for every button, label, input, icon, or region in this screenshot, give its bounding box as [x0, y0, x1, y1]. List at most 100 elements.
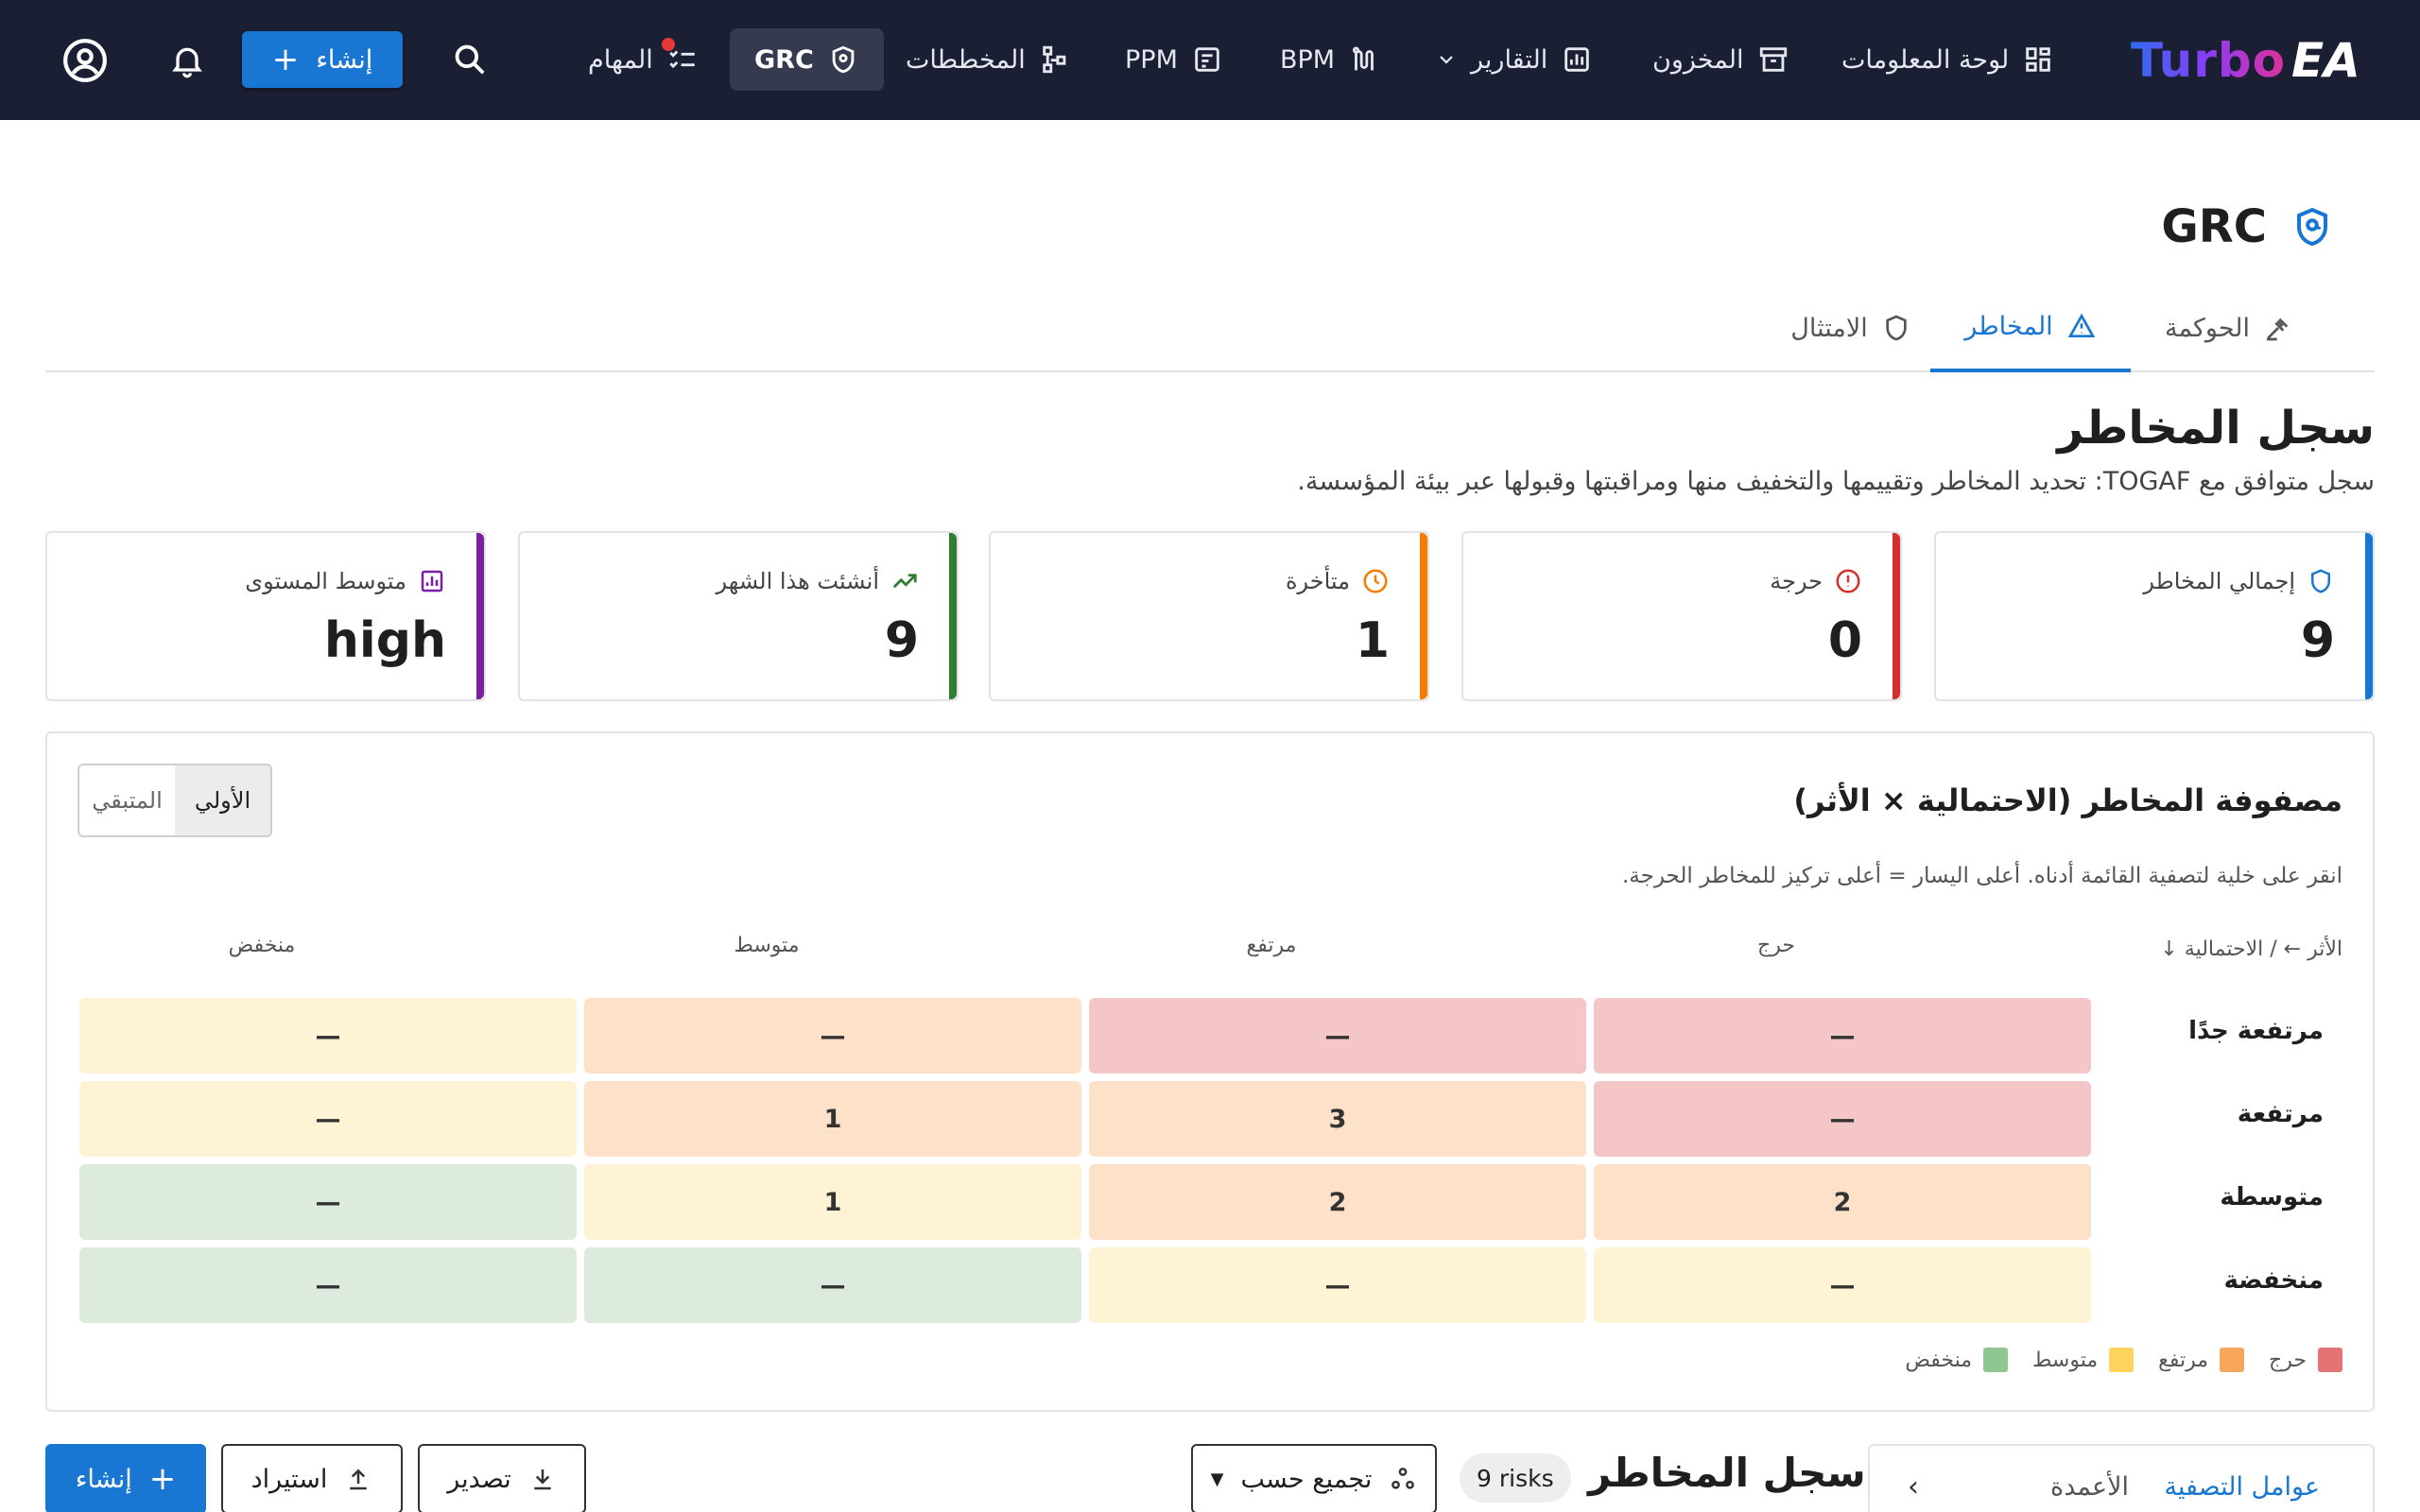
kpi-value: high: [323, 612, 446, 669]
matrix-cell[interactable]: 2: [1089, 1164, 1586, 1240]
kpi-accent-bar: [2365, 533, 2373, 699]
initial-residual-toggle: المتبقي الأولي: [78, 764, 272, 837]
nav-inventory[interactable]: المخزون: [1652, 28, 1789, 91]
group-by-button[interactable]: ▼ تجميع حسب: [1191, 1444, 1437, 1512]
nav-diagrams[interactable]: المخططات: [906, 28, 1071, 91]
matrix-cell[interactable]: —: [584, 998, 1081, 1074]
nav-grc-label: GRC: [754, 44, 814, 75]
create-button-top[interactable]: + إنشاء: [242, 31, 403, 88]
tab-risks[interactable]: المخاطر: [1930, 284, 2131, 372]
legend-label: منخفض: [1905, 1348, 1973, 1372]
register-title: سجل المخاطر: [1588, 1450, 1866, 1496]
legend-label: مرتفع: [2158, 1348, 2209, 1372]
dropdown-arrow-icon: ▼: [1210, 1469, 1224, 1489]
kpi-label: متأخرة: [1286, 567, 1390, 595]
search-icon[interactable]: [448, 38, 492, 81]
nav-bpm[interactable]: BPM: [1280, 28, 1380, 91]
matrix-axis-label: الأثر ← / الاحتمالية ↓: [2160, 937, 2342, 961]
matrix-title: مصفوفة المخاطر (الاحتمالية × الأثر): [1793, 782, 2342, 818]
create-risk-button[interactable]: إنشاء +: [45, 1444, 206, 1512]
tab-governance[interactable]: الحوكمة: [2125, 284, 2333, 372]
matrix-cell[interactable]: —: [1089, 1247, 1586, 1323]
nav-tasks-label: المهام: [588, 44, 653, 75]
columns-link[interactable]: الأعمدة: [2050, 1472, 2129, 1502]
upload-icon: [350, 1469, 368, 1490]
trending-up-icon: [892, 574, 917, 589]
kpi-value: 9: [884, 612, 919, 669]
account-icon[interactable]: [59, 34, 112, 87]
filters-panel: عوامل التصفية الأعمدة ‹: [1868, 1444, 2375, 1512]
section-subtitle: سجل متوافق مع TOGAF: تحديد المخاطر وتقيي…: [1297, 467, 2375, 496]
kpi-label: متوسط المستوى: [245, 567, 446, 595]
export-button[interactable]: تصدير: [418, 1444, 586, 1512]
logo-turbo-text: Turbo: [2131, 33, 2287, 88]
checklist-icon: [668, 50, 695, 69]
filters-link[interactable]: عوامل التصفية: [2164, 1472, 2320, 1502]
matrix-cell[interactable]: —: [79, 1247, 577, 1323]
kpi-value: 9: [2300, 612, 2335, 669]
kpi-accent-bar: [1420, 533, 1427, 699]
kpi-accent-bar: [476, 533, 484, 699]
matrix-hint: انقر على خلية لتصفية القائمة أدناه. أعلى…: [1621, 864, 2342, 888]
import-label: استيراد: [251, 1464, 328, 1494]
matrix-cell[interactable]: —: [79, 1081, 577, 1157]
kpi-accent-bar: [1893, 533, 1900, 699]
kpi-label-text: متوسط المستوى: [245, 568, 406, 594]
warning-triangle-icon: [2067, 313, 2095, 337]
calendar-board-icon: [1195, 47, 1219, 72]
plus-icon: +: [271, 41, 300, 78]
tab-compliance[interactable]: الامتثال: [1766, 284, 1936, 372]
nav-ppm[interactable]: PPM: [1125, 28, 1223, 91]
turbo-ea-logo[interactable]: Turbo EA: [2131, 33, 2360, 88]
top-navigation-bar: + إنشاء المهام GRC المخططات PPM BPM التق…: [0, 0, 2420, 120]
risk-count-badge: 9 risks: [1460, 1453, 1571, 1503]
nav-grc[interactable]: GRC: [730, 28, 884, 91]
matrix-cell[interactable]: —: [584, 1247, 1081, 1323]
archive-icon: [1759, 47, 1787, 72]
toggle-initial[interactable]: الأولي: [175, 765, 270, 835]
matrix-row-label: مرتفعة: [2237, 1100, 2324, 1128]
kpi-created-this-month: أنشئت هذا الشهر 9: [518, 531, 959, 701]
import-button[interactable]: استيراد: [221, 1444, 403, 1512]
kpi-label: أنشئت هذا الشهر: [717, 567, 919, 595]
gavel-icon: [2267, 318, 2289, 341]
matrix-column-header: متوسط: [734, 934, 800, 957]
legend-item: منخفض: [1905, 1348, 2009, 1372]
legend-item: متوسط: [2032, 1348, 2135, 1372]
matrix-cell[interactable]: —: [1594, 998, 2091, 1074]
nav-bpm-label: BPM: [1280, 44, 1336, 75]
bar-chart-icon: [1564, 47, 1589, 72]
shield-icon: [832, 45, 855, 74]
matrix-cell[interactable]: —: [1594, 1247, 2091, 1323]
matrix-cell[interactable]: 1: [584, 1164, 1081, 1240]
chevron-left-icon[interactable]: ‹: [1908, 1470, 1919, 1503]
nav-dashboard[interactable]: لوحة المعلومات: [1841, 28, 2054, 91]
toggle-residual[interactable]: المتبقي: [92, 787, 163, 814]
plus-icon: +: [148, 1460, 177, 1498]
matrix-cell[interactable]: 1: [584, 1081, 1081, 1157]
process-flow-icon: [1353, 46, 1374, 71]
kpi-label-text: متأخرة: [1285, 568, 1350, 594]
matrix-cell[interactable]: —: [79, 1164, 577, 1240]
tab-compliance-label: الامتثال: [1790, 313, 1868, 343]
nav-reports-label: التقارير: [1471, 44, 1548, 75]
nav-tasks[interactable]: المهام: [588, 28, 699, 91]
matrix-cell[interactable]: —: [1594, 1081, 2091, 1157]
alert-circle-icon: [1836, 569, 1860, 593]
group-by-label: تجميع حسب: [1240, 1464, 1373, 1494]
kpi-label: إجمالي المخاطر: [2143, 567, 2335, 595]
nav-reports[interactable]: التقارير: [1435, 28, 1593, 91]
matrix-cell[interactable]: 2: [1594, 1164, 2091, 1240]
matrix-cell[interactable]: —: [1089, 998, 1586, 1074]
legend-item: مرتفع: [2158, 1348, 2245, 1372]
kpi-value: 0: [1827, 612, 1862, 669]
legend-swatch: [1983, 1348, 2009, 1372]
matrix-cell[interactable]: 3: [1089, 1081, 1586, 1157]
matrix-column-header: حرج: [1757, 934, 1795, 957]
group-nodes-icon: [1392, 1468, 1415, 1489]
kpi-label-text: إجمالي المخاطر: [2143, 568, 2295, 594]
notifications-bell-icon[interactable]: [163, 36, 212, 85]
grc-shield-icon: [2297, 207, 2327, 247]
matrix-cell[interactable]: —: [79, 998, 577, 1074]
clock-icon: [1363, 569, 1388, 593]
